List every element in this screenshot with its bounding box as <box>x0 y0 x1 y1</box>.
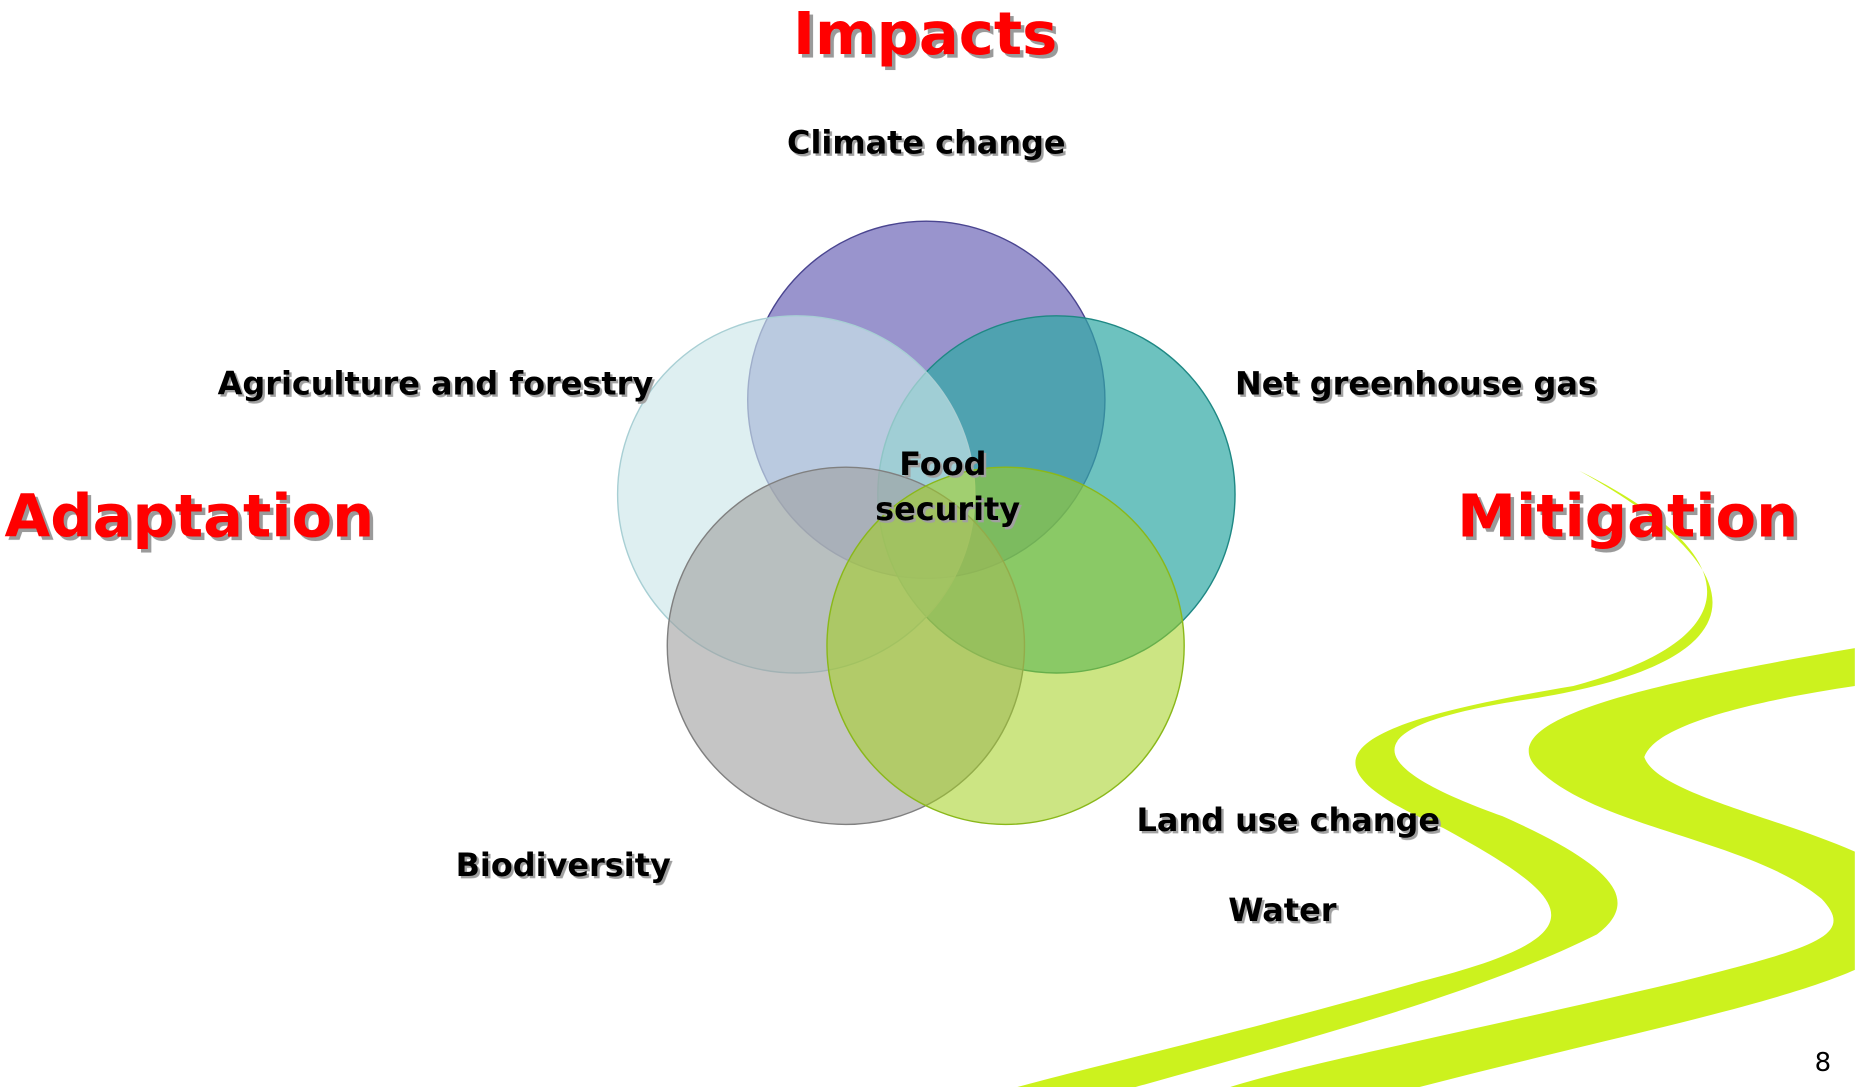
node-label: Net greenhouse gas <box>1235 365 1597 403</box>
node-label: Land use change <box>1137 801 1440 839</box>
node-label: Climate change <box>787 123 1066 161</box>
node-label: Biodiversity <box>456 846 671 884</box>
side-label: Mitigation <box>1457 482 1798 551</box>
node-label: Water <box>1228 891 1337 929</box>
center-label: security <box>875 490 1020 528</box>
node-label: Agriculture and forestry <box>218 365 654 403</box>
slide: Impacts Adaptation Mitigation Climate ch… <box>0 0 1855 1087</box>
title: Impacts <box>793 0 1057 68</box>
center-label: Food <box>899 445 986 483</box>
page-number: 8 <box>1815 1048 1832 1078</box>
side-label: Adaptation <box>5 482 375 551</box>
